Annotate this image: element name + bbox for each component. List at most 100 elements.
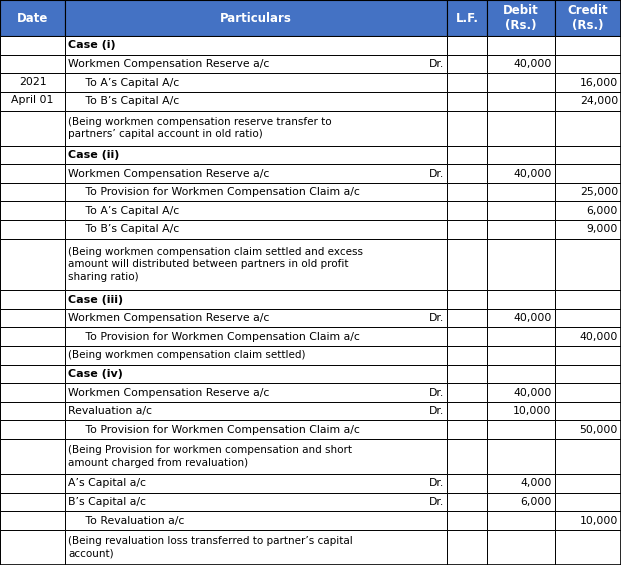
Text: To Revaluation a/c: To Revaluation a/c (68, 516, 184, 525)
Bar (0, 420, 65, 439)
Bar (65, 183, 447, 201)
Bar (487, 55, 555, 73)
Bar (555, 55, 621, 73)
Bar (447, 238, 487, 290)
Text: Workmen Compensation Reserve a/c: Workmen Compensation Reserve a/c (68, 313, 270, 323)
Bar (0, 146, 65, 164)
Text: A’s Capital a/c: A’s Capital a/c (68, 479, 146, 488)
Text: 4,000: 4,000 (520, 479, 551, 488)
Bar (555, 201, 621, 220)
Bar (487, 402, 555, 420)
Bar (487, 309, 555, 328)
Bar (0, 290, 65, 309)
Bar (65, 346, 447, 364)
Bar (447, 92, 487, 111)
Bar (447, 346, 487, 364)
Bar (555, 164, 621, 183)
Bar (487, 73, 555, 92)
Text: To A’s Capital A/c: To A’s Capital A/c (68, 206, 179, 216)
Bar (65, 92, 447, 111)
Bar (65, 201, 447, 220)
Text: 50,000: 50,000 (579, 425, 618, 434)
Bar (487, 290, 555, 309)
Bar (447, 328, 487, 346)
Bar (555, 402, 621, 420)
Bar (447, 383, 487, 402)
Bar (0, 364, 65, 383)
Text: Dr.: Dr. (429, 406, 444, 416)
Bar (0, 493, 65, 511)
Text: 10,000: 10,000 (513, 406, 551, 416)
Bar (447, 364, 487, 383)
Bar (447, 73, 487, 92)
Bar (487, 36, 555, 55)
Bar (65, 402, 447, 420)
Bar (0, 328, 65, 346)
Bar (0, 111, 65, 146)
Bar (555, 238, 621, 290)
Bar (65, 383, 447, 402)
Bar (0, 73, 65, 92)
Bar (447, 146, 487, 164)
Bar (487, 530, 555, 565)
Bar (487, 111, 555, 146)
Text: 6,000: 6,000 (587, 206, 618, 216)
Bar (555, 220, 621, 238)
Text: (Being Provision for workmen compensation and short
amount charged from revaluat: (Being Provision for workmen compensatio… (68, 445, 352, 468)
Bar (65, 328, 447, 346)
Bar (555, 511, 621, 530)
Bar (0, 474, 65, 493)
Text: April 01: April 01 (11, 95, 54, 105)
Text: 40,000: 40,000 (513, 59, 551, 69)
Text: (Being revaluation loss transferred to partner’s capital
account): (Being revaluation loss transferred to p… (68, 536, 353, 559)
Bar (555, 73, 621, 92)
Bar (65, 511, 447, 530)
Bar (487, 328, 555, 346)
Bar (447, 439, 487, 474)
Bar (487, 92, 555, 111)
Bar (487, 439, 555, 474)
Bar (555, 346, 621, 364)
Bar (65, 290, 447, 309)
Text: 6,000: 6,000 (520, 497, 551, 507)
Bar (0, 238, 65, 290)
Bar (447, 220, 487, 238)
Bar (555, 309, 621, 328)
Bar (65, 73, 447, 92)
Bar (447, 164, 487, 183)
Text: 40,000: 40,000 (579, 332, 618, 342)
Bar (0, 383, 65, 402)
Text: Date: Date (17, 11, 48, 24)
Bar (447, 55, 487, 73)
Bar (555, 183, 621, 201)
Text: (Being workmen compensation claim settled and excess
amount will distributed bet: (Being workmen compensation claim settle… (68, 247, 363, 282)
Bar (447, 309, 487, 328)
Text: B’s Capital a/c: B’s Capital a/c (68, 497, 146, 507)
Bar (555, 474, 621, 493)
Text: Dr.: Dr. (429, 313, 444, 323)
Bar (0, 164, 65, 183)
Bar (0, 511, 65, 530)
Text: Debit
(Rs.): Debit (Rs.) (503, 4, 539, 32)
Bar (487, 474, 555, 493)
Bar (487, 183, 555, 201)
Bar (0, 92, 65, 111)
Text: Case (iv): Case (iv) (68, 369, 123, 379)
Bar (487, 511, 555, 530)
Bar (555, 92, 621, 111)
Bar (447, 201, 487, 220)
Text: To Provision for Workmen Compensation Claim a/c: To Provision for Workmen Compensation Cl… (68, 425, 360, 434)
Bar (0, 402, 65, 420)
Text: Dr.: Dr. (429, 168, 444, 179)
Text: Dr.: Dr. (429, 479, 444, 488)
Bar (447, 290, 487, 309)
Bar (487, 383, 555, 402)
Bar (0, 346, 65, 364)
Text: Case (iii): Case (iii) (68, 294, 124, 305)
Bar (447, 402, 487, 420)
Bar (487, 220, 555, 238)
Bar (447, 474, 487, 493)
Text: 24,000: 24,000 (580, 96, 618, 106)
Text: (Being workmen compensation claim settled): (Being workmen compensation claim settle… (68, 350, 306, 360)
Text: Workmen Compensation Reserve a/c: Workmen Compensation Reserve a/c (68, 168, 270, 179)
